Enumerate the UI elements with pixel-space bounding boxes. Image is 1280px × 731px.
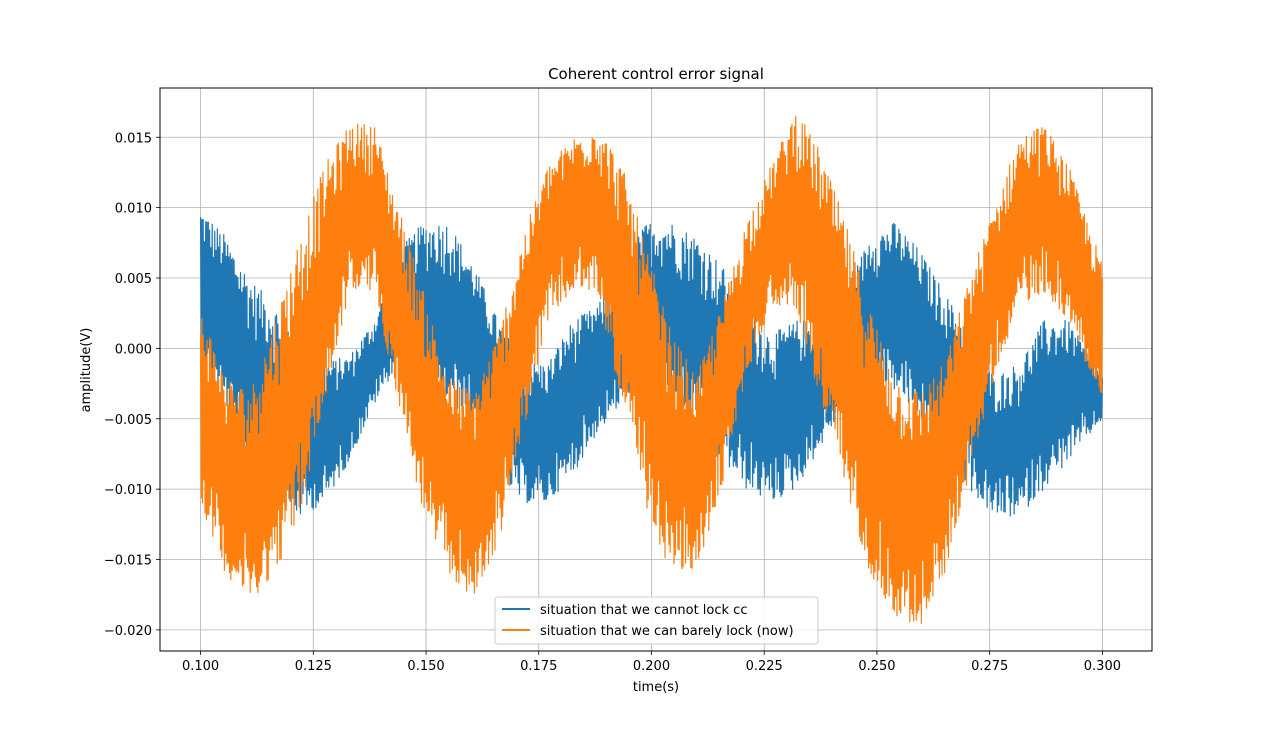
x-axis-label: time(s) (633, 680, 679, 695)
y-axis-ticks: −0.020 −0.015 −0.010 −0.005 0.000 0.005 0.010 0… (104, 131, 160, 639)
y-tick-label: 0.015 (115, 131, 152, 146)
x-tick-label: 0.275 (971, 659, 1008, 674)
y-tick-label: −0.015 (104, 554, 152, 569)
x-tick-label: 0.125 (295, 659, 332, 674)
y-axis-label: amplitude(V) (79, 328, 94, 413)
series-layer (199, 115, 1103, 624)
series-line-2 (199, 115, 1103, 624)
y-tick-label: 0.010 (115, 202, 152, 217)
x-tick-label: 0.150 (407, 659, 444, 674)
x-tick-label: 0.100 (182, 659, 219, 674)
y-tick-label: −0.020 (104, 624, 152, 639)
x-axis-ticks: 0.100 0.125 0.150 0.175 0.200 0.225 0.250 0.275… (182, 651, 1121, 674)
x-tick-label: 0.200 (633, 659, 670, 674)
y-tick-label: 0.005 (115, 272, 152, 287)
x-tick-label: 0.300 (1084, 659, 1121, 674)
x-tick-label: 0.250 (858, 659, 895, 674)
y-tick-label: −0.010 (104, 483, 152, 498)
y-tick-label: −0.005 (104, 413, 152, 428)
chart-title: Coherent control error signal (548, 65, 764, 83)
x-tick-label: 0.175 (520, 659, 557, 674)
plot-frame (159, 87, 1153, 652)
legend-box (494, 596, 819, 645)
legend-label-series-1: situation that we cannot lock cc (540, 603, 747, 618)
legend-label-series-2: situation that we can barely lock (now) (540, 624, 794, 639)
y-tick-label: 0.000 (115, 342, 152, 357)
x-tick-label: 0.225 (746, 659, 783, 674)
legend: situation that we cannot lock cc situati… (494, 596, 819, 645)
